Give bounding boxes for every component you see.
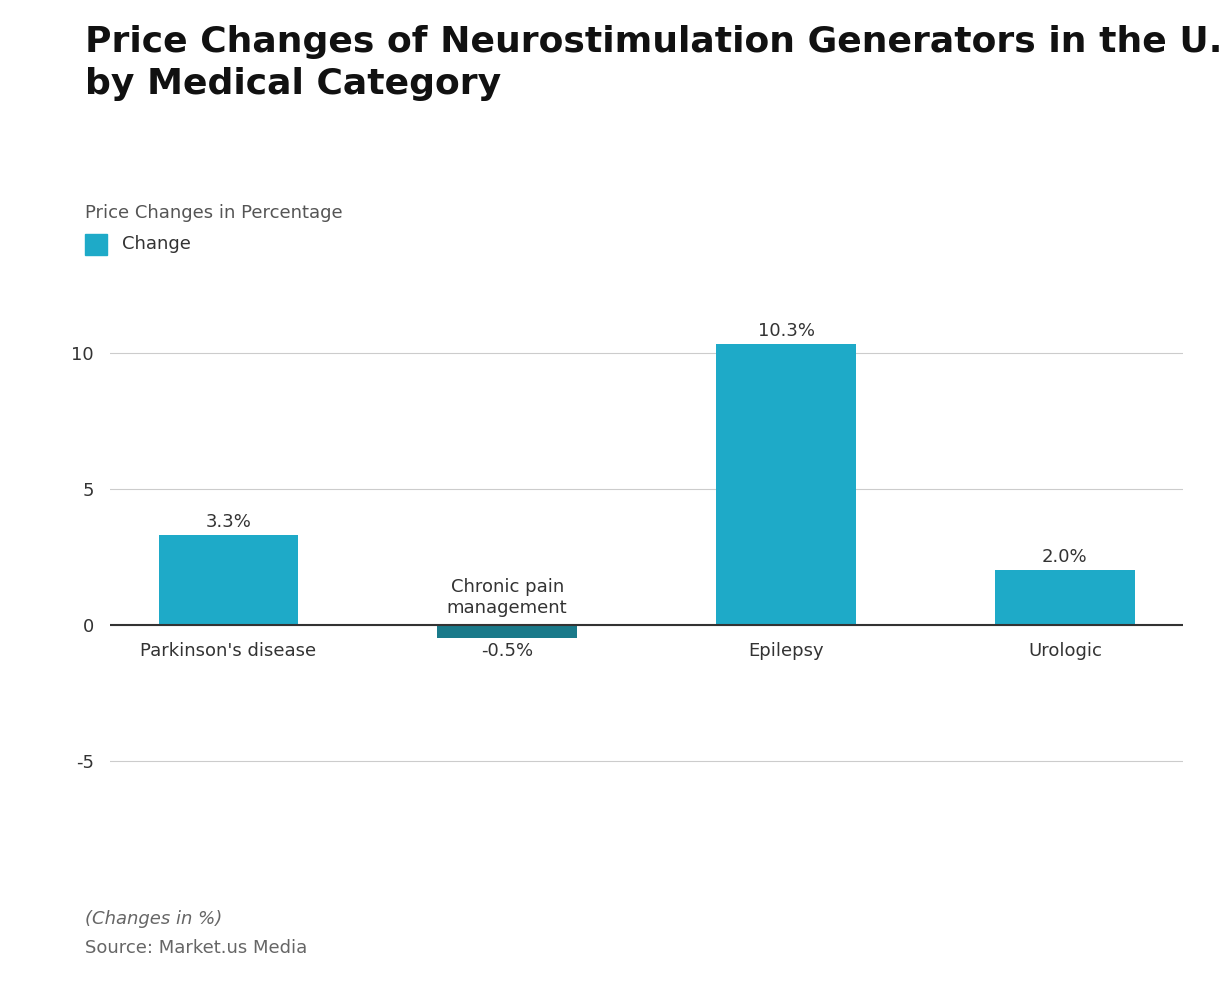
Text: Change: Change <box>122 235 190 252</box>
Bar <box>438 624 577 638</box>
Bar <box>996 571 1135 624</box>
Text: -0.5%: -0.5% <box>481 642 533 660</box>
Text: Price Changes of Neurostimulation Generators in the U.S. -
by Medical Category: Price Changes of Neurostimulation Genera… <box>85 25 1220 101</box>
Text: Price Changes in Percentage: Price Changes in Percentage <box>85 204 343 222</box>
Bar <box>159 535 298 624</box>
Text: 10.3%: 10.3% <box>758 322 815 340</box>
Text: 2.0%: 2.0% <box>1042 548 1088 567</box>
Bar <box>716 345 855 624</box>
Text: (Changes in %): (Changes in %) <box>85 910 222 927</box>
Text: 3.3%: 3.3% <box>205 513 251 531</box>
Text: Parkinson's disease: Parkinson's disease <box>140 642 316 660</box>
Text: Chronic pain
management: Chronic pain management <box>447 579 567 617</box>
Text: Urologic: Urologic <box>1028 642 1102 660</box>
Text: Epilepsy: Epilepsy <box>748 642 824 660</box>
Text: Source: Market.us Media: Source: Market.us Media <box>85 939 307 957</box>
